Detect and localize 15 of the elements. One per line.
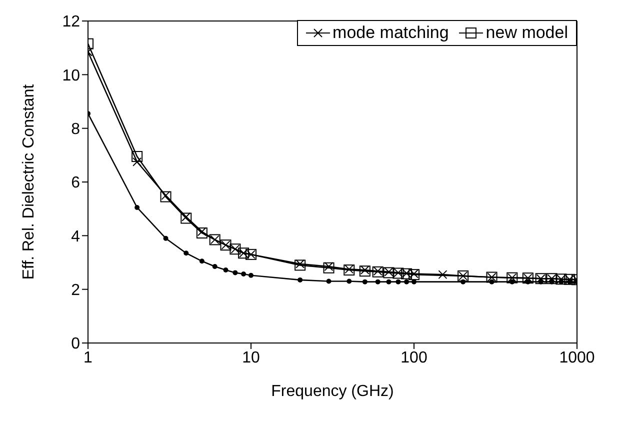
y-tick-label: 4 <box>71 228 80 246</box>
legend-label: new model <box>484 23 568 43</box>
y-tick-label: 12 <box>62 14 80 31</box>
y-tick-label: 8 <box>71 121 80 138</box>
x-tick-label: 1 <box>84 349 93 366</box>
x-tick-label: 1000 <box>559 349 595 366</box>
x-axis-title: Frequency (GHz) <box>271 383 394 400</box>
y-tick-label: 0 <box>71 336 80 353</box>
x-tick-label: 100 <box>400 349 428 366</box>
y-tick-label: 10 <box>62 67 80 84</box>
x-tick-label: 10 <box>242 349 260 366</box>
y-axis-title: Eff. Rel. Dielectric Constant <box>20 84 38 280</box>
y-tick-label: 2 <box>71 282 80 300</box>
y-tick-label: 6 <box>71 174 80 192</box>
legend-label: mode matching <box>332 23 449 43</box>
